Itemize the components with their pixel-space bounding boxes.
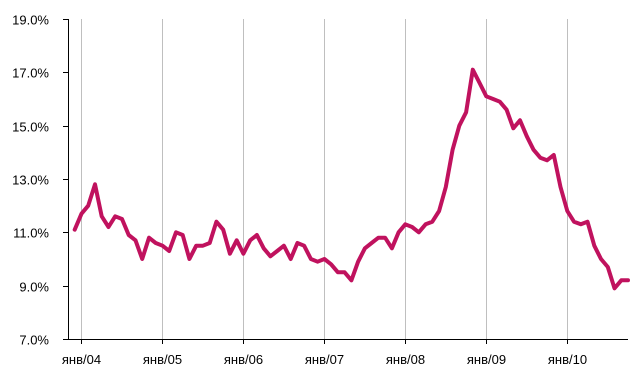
- x-tick-label: янв/07: [305, 352, 344, 367]
- y-tick-label: 15.0%: [12, 120, 49, 135]
- grid-lines: [81, 19, 568, 339]
- x-tick-label: янв/09: [467, 352, 506, 367]
- x-tick-label: янв/10: [548, 352, 587, 367]
- y-tick-label: 9.0%: [19, 280, 49, 295]
- x-tick-label: янв/04: [62, 352, 101, 367]
- x-tick-label: янв/05: [143, 352, 182, 367]
- y-tick-labels: 7.0% 9.0% 11.0% 13.0% 15.0% 17.0% 19.0%: [12, 13, 49, 348]
- x-tick-label: янв/06: [224, 352, 263, 367]
- y-tick-label: 11.0%: [13, 226, 49, 241]
- series-line: [72, 67, 630, 291]
- x-tick-labels: янв/04 янв/05 янв/06 янв/07 янв/08 янв/09 янв/…: [62, 352, 587, 367]
- y-tick-label: 7.0%: [19, 333, 49, 348]
- x-tick-label: янв/08: [386, 352, 425, 367]
- y-tick-label: 19.0%: [12, 13, 49, 28]
- y-tick-label: 17.0%: [12, 66, 49, 81]
- axes: [63, 19, 628, 344]
- y-tick-label: 13.0%: [12, 173, 49, 188]
- series-layer: [72, 67, 630, 291]
